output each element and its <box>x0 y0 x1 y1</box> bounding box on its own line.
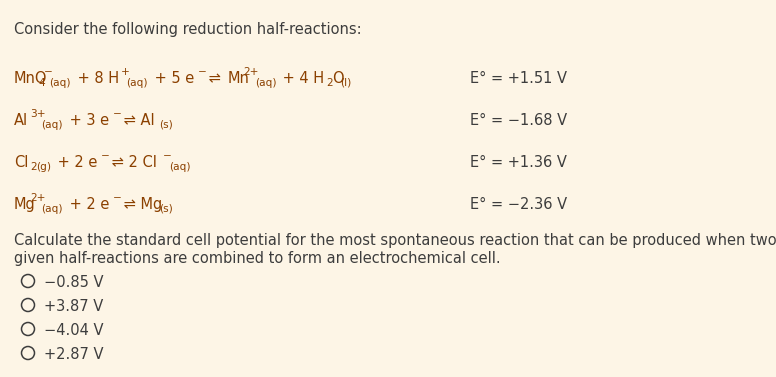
Text: 4: 4 <box>38 78 45 88</box>
Text: E° = +1.36 V: E° = +1.36 V <box>470 155 567 170</box>
Text: (aq): (aq) <box>126 78 148 88</box>
Text: −4.04 V: −4.04 V <box>44 323 103 338</box>
Text: +: + <box>121 67 130 77</box>
Text: (aq): (aq) <box>50 78 71 88</box>
Text: (aq): (aq) <box>169 162 190 172</box>
Text: Mg: Mg <box>14 197 36 212</box>
Text: −: − <box>198 67 206 77</box>
Text: + 2 e: + 2 e <box>53 155 98 170</box>
Text: E° = −1.68 V: E° = −1.68 V <box>470 113 567 128</box>
Text: 2: 2 <box>327 78 333 88</box>
Text: + 4 H: + 4 H <box>279 71 324 86</box>
Text: −: − <box>101 151 110 161</box>
Text: Cl: Cl <box>14 155 29 170</box>
Text: (g): (g) <box>36 162 50 172</box>
Text: ⇌ Mg: ⇌ Mg <box>119 197 162 212</box>
Text: Calculate the standard cell potential for the most spontaneous reaction that can: Calculate the standard cell potential fo… <box>14 233 776 248</box>
Text: O: O <box>332 71 344 86</box>
Text: 2+: 2+ <box>30 193 46 203</box>
Text: given half-reactions are combined to form an electrochemical cell.: given half-reactions are combined to for… <box>14 251 501 266</box>
Text: −: − <box>163 151 172 161</box>
Text: Consider the following reduction half-reactions:: Consider the following reduction half-re… <box>14 22 362 37</box>
Text: + 3 e: + 3 e <box>64 113 109 128</box>
Text: +3.87 V: +3.87 V <box>44 299 103 314</box>
Text: 3+: 3+ <box>30 109 46 119</box>
Text: +2.87 V: +2.87 V <box>44 347 103 362</box>
Text: MnO: MnO <box>14 71 47 86</box>
Text: (s): (s) <box>159 204 172 214</box>
Text: + 8 H: + 8 H <box>73 71 119 86</box>
Text: Mn: Mn <box>227 71 250 86</box>
Text: 2: 2 <box>30 162 36 172</box>
Text: ⇌ Al: ⇌ Al <box>119 113 154 128</box>
Text: ⇌ 2 Cl: ⇌ 2 Cl <box>107 155 157 170</box>
Text: (s): (s) <box>159 120 172 130</box>
Text: −: − <box>113 109 122 119</box>
Text: (aq): (aq) <box>255 78 277 88</box>
Text: −0.85 V: −0.85 V <box>44 275 103 290</box>
Text: (l): (l) <box>341 78 352 88</box>
Text: −: − <box>113 193 122 203</box>
Text: (aq): (aq) <box>42 120 63 130</box>
Text: E° = +1.51 V: E° = +1.51 V <box>470 71 567 86</box>
Text: + 5 e: + 5 e <box>150 71 194 86</box>
Text: ⇌: ⇌ <box>203 71 225 86</box>
Text: 2+: 2+ <box>244 67 259 77</box>
Text: −: − <box>43 67 53 77</box>
Text: Al: Al <box>14 113 28 128</box>
Text: (aq): (aq) <box>42 204 63 214</box>
Text: E° = −2.36 V: E° = −2.36 V <box>470 197 567 212</box>
Text: + 2 e: + 2 e <box>64 197 109 212</box>
